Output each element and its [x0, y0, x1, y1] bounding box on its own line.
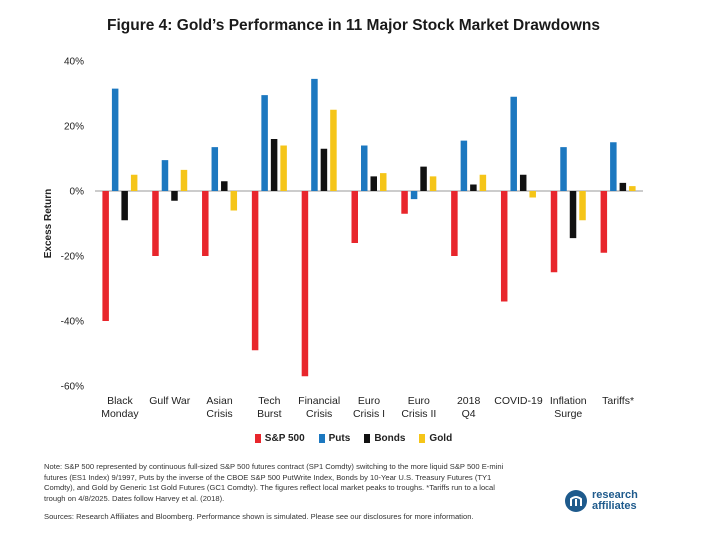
y-tick-label: 20%	[64, 122, 84, 133]
legend-item: Bonds	[364, 433, 405, 444]
bar-bonds	[370, 176, 377, 191]
y-tick-label: 40%	[64, 57, 84, 68]
logo-icon	[565, 490, 587, 512]
bar-gold	[429, 176, 437, 191]
bar-s-p-500	[401, 191, 408, 214]
chart-note: Note: S&P 500 represented by continuous …	[44, 462, 504, 503]
x-tick-label: 2018 Q4	[457, 395, 481, 420]
bar-s-p-500	[500, 191, 508, 302]
bar-gold	[380, 173, 387, 191]
legend-swatch	[318, 434, 325, 443]
bar-bonds	[420, 166, 427, 191]
chart-title: Figure 4: Gold’s Performance in 11 Major…	[107, 17, 600, 34]
legend-swatch	[419, 434, 426, 443]
bar-puts	[410, 191, 418, 200]
legend-label: Puts	[328, 433, 351, 444]
bar-bonds	[121, 191, 128, 221]
bar-bonds	[569, 191, 577, 239]
x-tick-label: Financial Crisis	[298, 395, 340, 420]
logo-line2: affiliates	[592, 500, 637, 512]
y-axis-label: Excess Return	[43, 189, 54, 258]
bar-s-p-500	[600, 191, 608, 253]
bar-puts	[610, 142, 617, 191]
legend-item: S&P 500	[254, 433, 305, 444]
bar-bonds	[221, 181, 228, 191]
bar-gold	[629, 186, 636, 191]
legend-label: Gold	[429, 433, 453, 444]
chart-bars	[102, 78, 636, 377]
bar-s-p-500	[550, 191, 558, 273]
x-tick-label: Tech Burst	[257, 395, 282, 420]
logo-line1: research	[592, 489, 638, 501]
chart-labels: Black Monday Gulf War Asian Crisis Tech Burst F…	[101, 395, 634, 420]
x-tick-label: Inflation Surge	[550, 395, 587, 420]
bar-puts	[111, 88, 119, 191]
bar-s-p-500	[251, 191, 259, 351]
bar-bonds	[320, 148, 328, 191]
bar-puts	[311, 78, 318, 191]
legend-label: Bonds	[374, 433, 406, 444]
bar-puts	[460, 140, 468, 191]
chart-sources: Sources: Research Affiliates and Bloombe…	[44, 512, 474, 521]
y-tick-label: -40%	[61, 317, 84, 328]
bar-gold	[180, 169, 188, 191]
bar-s-p-500	[351, 191, 358, 243]
legend-swatch	[364, 434, 371, 443]
x-tick-label: Euro Crisis I	[353, 395, 385, 420]
y-tick-label: 0%	[70, 187, 85, 198]
bar-puts	[510, 96, 517, 191]
legend-item: Gold	[419, 433, 452, 444]
bar-puts	[361, 145, 368, 191]
bar-s-p-500	[301, 191, 309, 377]
bar-puts	[261, 95, 268, 191]
bar-gold	[280, 145, 287, 191]
bar-puts	[211, 147, 219, 191]
bar-gold	[579, 191, 586, 221]
bar-puts	[161, 160, 169, 191]
y-tick-label: -60%	[61, 382, 84, 393]
bar-gold	[529, 191, 536, 198]
bar-chart: 40% 20% 0% -20% -40% -60% Excess Return Black M…	[43, 57, 643, 420]
x-tick-label: Tariffs*	[602, 395, 634, 407]
bar-bonds	[270, 139, 278, 191]
bar-s-p-500	[451, 191, 458, 256]
legend-label: S&P 500	[264, 433, 305, 444]
bar-bonds	[619, 182, 627, 191]
x-tick-label: Asian Crisis	[206, 395, 232, 420]
bar-gold	[479, 174, 487, 191]
chart-legend: S&P 500 Puts Bonds Gold	[0, 433, 707, 444]
x-tick-label: COVID-19	[494, 395, 543, 407]
bar-bonds	[470, 184, 477, 191]
x-tick-label: Gulf War	[149, 395, 191, 407]
bar-gold	[130, 174, 138, 191]
bar-gold	[230, 191, 238, 211]
x-tick-label: Euro Crisis II	[401, 395, 436, 420]
bar-s-p-500	[202, 191, 209, 256]
legend-item: Puts	[318, 433, 351, 444]
bar-puts	[560, 147, 567, 191]
bar-bonds	[171, 191, 178, 201]
x-tick-label: Black Monday	[101, 395, 139, 420]
bar-s-p-500	[152, 191, 159, 256]
research-affiliates-logo: research affiliates	[565, 490, 638, 512]
bar-gold	[330, 109, 337, 191]
bar-bonds	[519, 174, 527, 191]
bar-s-p-500	[102, 191, 109, 321]
legend-swatch	[254, 434, 261, 443]
y-tick-label: -20%	[61, 252, 84, 263]
